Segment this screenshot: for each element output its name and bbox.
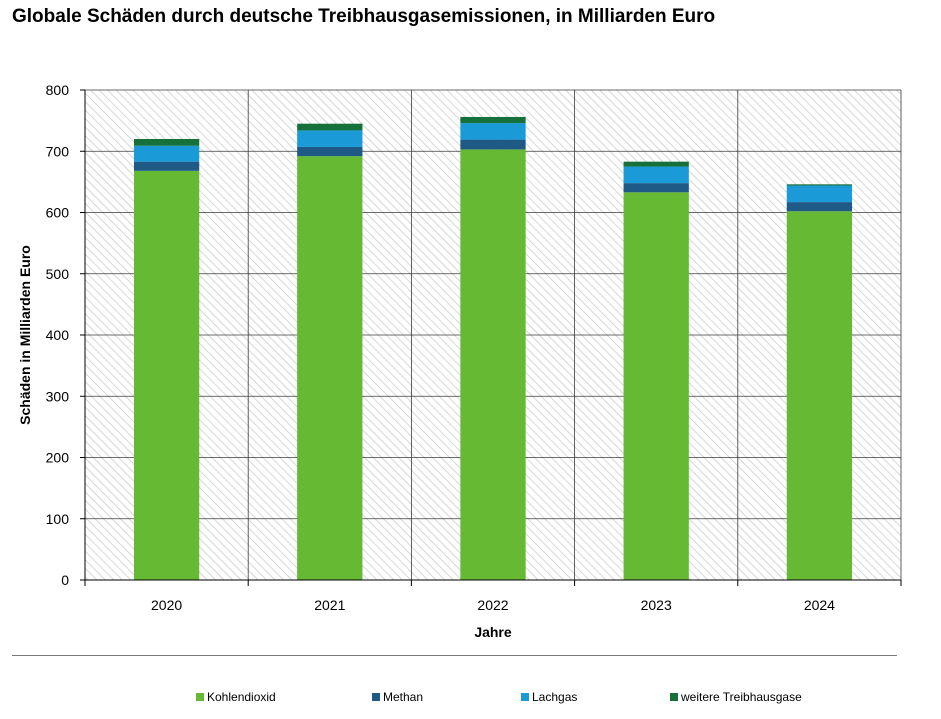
bar-segment: [297, 146, 363, 157]
bar-segment: [297, 123, 363, 131]
x-tick-label: 2024: [804, 597, 835, 613]
bar-segment: [460, 116, 526, 124]
y-tick-label: 0: [61, 572, 69, 588]
x-tick-label: 2022: [477, 597, 508, 613]
axes: 0 100 200 300 400 500 600 700 800 2020 2021 2022 202…: [46, 82, 902, 613]
legend-label: Lachgas: [532, 690, 578, 704]
legend-swatch: [521, 693, 529, 701]
chart: 0 100 200 300 400 500 600 700 800 2020 2021 2022 202…: [17, 82, 902, 640]
y-tick-label: 500: [46, 266, 70, 282]
bar-segment: [786, 211, 853, 580]
y-tick-label: 700: [46, 143, 70, 159]
y-tick-label: 600: [46, 205, 70, 221]
bar-segment: [133, 145, 200, 162]
bar-segment: [786, 202, 853, 212]
bar-segment: [460, 139, 526, 150]
bar-segment: [133, 161, 200, 171]
y-tick-label: 300: [46, 388, 70, 404]
bar-segment: [623, 183, 689, 193]
legend-swatch: [670, 693, 678, 701]
chart-title: Globale Schäden durch deutsche Treibhaus…: [12, 6, 716, 27]
legend-label: Kohlendioxid: [207, 690, 276, 704]
bar-segment: [460, 149, 526, 580]
bar-segment: [460, 123, 526, 140]
legend-swatch: [196, 693, 204, 701]
bar-segment: [133, 170, 200, 580]
legend-item: Methan: [372, 690, 423, 704]
x-tick-label: 2021: [314, 597, 345, 613]
bar-segment: [623, 166, 689, 184]
y-axis-title: Schäden in Milliarden Euro: [17, 245, 33, 425]
legend-swatch: [372, 693, 380, 701]
legend-label: Methan: [383, 690, 424, 704]
bar-segment: [786, 185, 853, 203]
bar-segment: [623, 192, 689, 580]
legend: Kohlendioxid Methan Lachgas weitere Treibha…: [0, 690, 941, 710]
legend-label: weitere Treibhausgase: [681, 690, 802, 704]
x-axis-title: Jahre: [474, 624, 512, 640]
bar-segment: [133, 139, 200, 146]
legend-item: Kohlendioxid: [196, 690, 276, 704]
x-tick-label: 2020: [151, 597, 182, 613]
y-tick-label: 200: [46, 450, 70, 466]
bars: [133, 116, 853, 580]
legend-item: Lachgas: [521, 690, 577, 704]
legend-item: weitere Treibhausgase: [670, 690, 802, 704]
bar-segment: [297, 130, 363, 147]
separator: [12, 655, 897, 656]
x-tick-label: 2023: [641, 597, 672, 613]
y-tick-label: 400: [46, 327, 70, 343]
bar-segment: [786, 184, 853, 186]
bar-segment: [297, 156, 363, 580]
y-tick-label: 800: [46, 82, 70, 98]
y-tick-label: 100: [46, 511, 70, 527]
bar-segment: [623, 161, 689, 167]
